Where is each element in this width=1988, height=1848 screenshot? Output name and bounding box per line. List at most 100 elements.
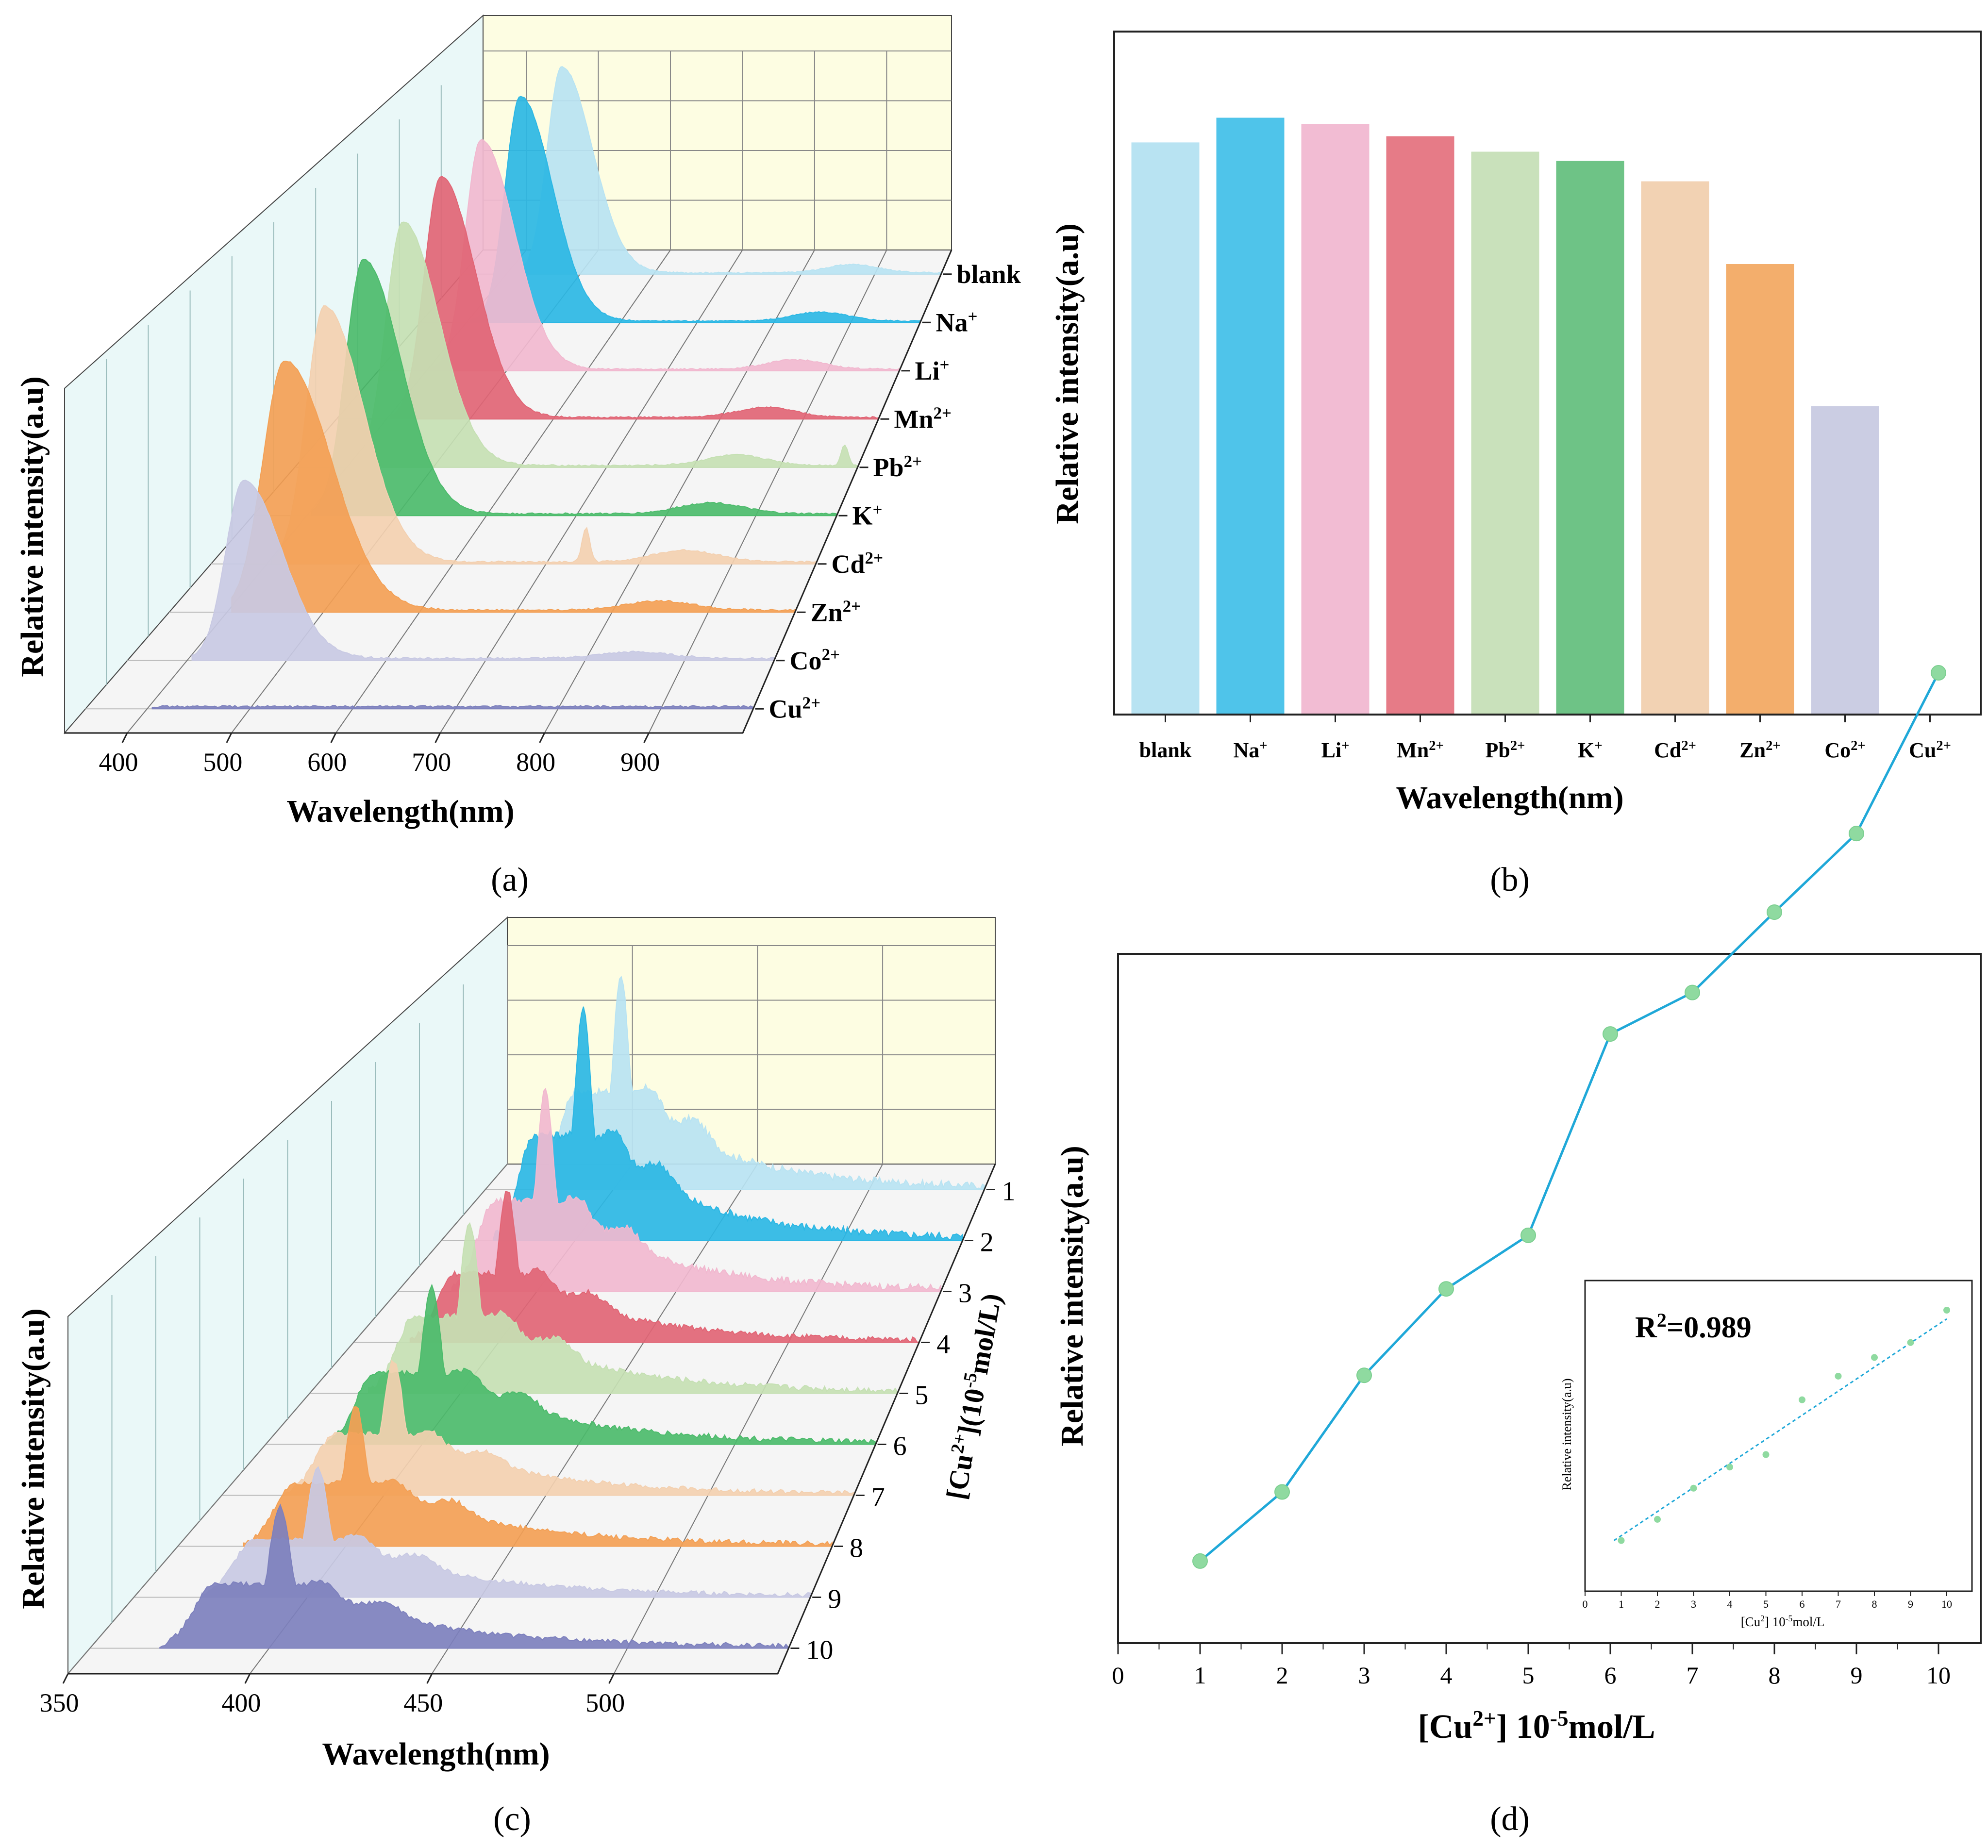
panel-a-depth-gridline bbox=[648, 250, 887, 733]
panel-a-label: (a) bbox=[491, 861, 529, 899]
panel-d-inset-x-tick-label: 10 bbox=[1941, 1598, 1952, 1610]
panel-d-marker bbox=[1274, 1484, 1290, 1500]
panel-c-x-tick bbox=[62, 1673, 69, 1684]
panel-d-marker bbox=[1767, 904, 1782, 920]
panel-b-category-label: Pb2+ bbox=[1486, 738, 1525, 763]
panel-c-series-label: 4 bbox=[936, 1330, 950, 1360]
panel-d-inset-marker bbox=[1835, 1372, 1842, 1380]
panel-d-x-ticks: 0 1 2 3 4 5 6 7 8 9 10 bbox=[1112, 1643, 1951, 1689]
panel-c-series-label: 10 bbox=[806, 1635, 833, 1665]
panel-d-inset-x-tick-label: 1 bbox=[1619, 1598, 1624, 1610]
panel-d-inset-marker bbox=[1871, 1354, 1878, 1361]
panel-c-series-5 bbox=[368, 1222, 898, 1394]
panel-b-bar bbox=[1471, 151, 1539, 714]
panel-d-inset-x-tick-label: 8 bbox=[1872, 1598, 1877, 1610]
panel-a-series-label: Li+ bbox=[915, 355, 950, 385]
panel-d-inset-x-tick-label: 6 bbox=[1800, 1598, 1805, 1610]
panel-b-label: (b) bbox=[1490, 861, 1530, 899]
panel-c-series-2 bbox=[493, 1006, 963, 1241]
panel-d-line bbox=[1199, 672, 1940, 1562]
panel-c-x-tick-label: 500 bbox=[585, 1688, 625, 1717]
panel-d-x-tick-label: 9 bbox=[1851, 1662, 1863, 1689]
panel-d-marker bbox=[1356, 1367, 1372, 1383]
panel-d-inset-x-tick-label: 5 bbox=[1763, 1598, 1769, 1610]
panel-c-series-label: 6 bbox=[893, 1432, 907, 1462]
panel-c-series-group bbox=[159, 976, 985, 1649]
panel-c-series-label: 5 bbox=[915, 1381, 928, 1411]
panel-a-axes: blank Na+ Li+ Mn2+ Pb2+ K+ Cd2+ Zn2+ Co2+ Cu2+ 400… bbox=[65, 250, 1021, 777]
panel-d-inset-x-tick-label: 0 bbox=[1583, 1598, 1588, 1610]
panel-d-label: (d) bbox=[1490, 1800, 1530, 1838]
panel-a-x-tick-label: 800 bbox=[516, 748, 555, 777]
panel-c-series-7 bbox=[284, 1359, 854, 1496]
panel-a-series-label: Pb2+ bbox=[873, 451, 922, 482]
panel-d-inset-marker bbox=[1907, 1339, 1914, 1346]
panel-d-x-tick-label: 1 bbox=[1194, 1662, 1206, 1689]
panel-a-x-tick bbox=[121, 733, 128, 743]
panel-a-depth-gridline bbox=[439, 250, 743, 733]
panel-d-inset-series bbox=[1613, 1307, 1950, 1544]
panel-b-category-label: K+ bbox=[1578, 738, 1603, 763]
panel-a-depth-gridline bbox=[335, 250, 671, 733]
panel-c-series-1 bbox=[535, 976, 985, 1190]
panel-d-inset-x-tick-label: 4 bbox=[1727, 1598, 1733, 1610]
panel-d-inset-x-tick-label: 2 bbox=[1655, 1598, 1660, 1610]
panel-d-inset-x-tick-label: 9 bbox=[1908, 1598, 1913, 1610]
panel-d-inset-x-tick-label: 7 bbox=[1836, 1598, 1841, 1610]
panel-a-series-label: K+ bbox=[852, 500, 883, 531]
panel-d-inset-marker bbox=[1618, 1537, 1625, 1544]
panel-d-x-tick-label: 4 bbox=[1440, 1662, 1453, 1689]
panel-d-inset-y-axis-title: Relative intensity(a.u) bbox=[1560, 1378, 1574, 1490]
panel-c-series-label: 3 bbox=[958, 1279, 972, 1309]
panel-a-x-tick bbox=[539, 733, 545, 743]
panel-c-series-9 bbox=[201, 1466, 811, 1598]
panel-b-bar bbox=[1131, 142, 1200, 714]
panel-b-category-label: Mn2+ bbox=[1397, 738, 1444, 763]
panel-b-category-labels: blank Na+ Li+ Mn2+ Pb2+ K+ Cd2+ Zn2+ Co2+ Cu2+ bbox=[1139, 714, 1951, 762]
panel-d-marker bbox=[1849, 826, 1864, 842]
panel-d-x-tick-label: 8 bbox=[1769, 1662, 1781, 1689]
panel-c-x-tick bbox=[244, 1673, 251, 1684]
panel-a-x-tick-label: 400 bbox=[99, 748, 138, 777]
panel-c-series-label: 1 bbox=[1002, 1177, 1016, 1207]
panel-b-category-label: Li+ bbox=[1321, 738, 1350, 763]
panel-d-x-tick-label: 6 bbox=[1604, 1662, 1617, 1689]
panel-b-category-label: Na+ bbox=[1233, 738, 1267, 763]
panel-d-x-tick-label: 2 bbox=[1276, 1662, 1288, 1689]
panel-d-marker bbox=[1438, 1281, 1454, 1297]
panel-a-x-tick-label: 900 bbox=[620, 748, 660, 777]
panel-c-y-axis-title: Relative intensity(a.u) bbox=[16, 1308, 51, 1609]
panel-d-inset-x-ticks: 0 1 2 3 4 5 6 7 8 9 10 bbox=[1583, 1591, 1952, 1610]
panel-a-series-label: Mn2+ bbox=[894, 403, 952, 434]
panel-a-x-tick-label: 500 bbox=[203, 748, 242, 777]
panel-c-x-tick bbox=[426, 1673, 433, 1684]
panel-a-series-label: blank bbox=[957, 260, 1021, 289]
panel-d-inset-marker bbox=[1762, 1451, 1770, 1458]
panel-c-x-tick-label: 350 bbox=[40, 1688, 79, 1717]
panel-a-depth-gridline bbox=[544, 250, 815, 733]
panel-b-category-label: Zn2+ bbox=[1739, 738, 1780, 763]
panel-b-bar bbox=[1811, 406, 1879, 714]
panel-d-marker bbox=[1603, 1026, 1618, 1042]
panel-a-x-tick-label: 700 bbox=[412, 748, 451, 777]
panel-a-series-co2 bbox=[191, 480, 775, 661]
panel-c-series-10 bbox=[159, 1503, 789, 1649]
panel-d-inset-marker bbox=[1654, 1515, 1661, 1523]
panel-d-chart: 0 1 2 3 4 5 6 7 8 9 10 [Cu2+] 10-5mol/L Relative i… bbox=[1054, 665, 1982, 1838]
panel-a-series-group bbox=[151, 66, 942, 710]
panel-c-series-label: 8 bbox=[850, 1533, 863, 1564]
panel-a-series-label: Zn2+ bbox=[811, 597, 861, 627]
panel-a-chart: blank Na+ Li+ Mn2+ Pb2+ K+ Cd2+ Zn2+ Co2+ Cu2+ 400… bbox=[15, 14, 1021, 899]
panel-d-inset-x-tick-label: 3 bbox=[1691, 1598, 1696, 1610]
panel-d-inset: 0 1 2 3 4 5 6 7 8 9 10 R2=0.989 Relative intensity… bbox=[1560, 1280, 1973, 1629]
panel-a-y-axis-title: Relative intensity(a.u) bbox=[15, 376, 50, 677]
panel-a-series-label: Na+ bbox=[936, 307, 978, 337]
panel-b-x-axis-title: Wavelength(nm) bbox=[1396, 780, 1623, 816]
panel-d-x-tick-label: 5 bbox=[1522, 1662, 1535, 1689]
panel-d-y-axis-title: Relative intensity(a.u) bbox=[1054, 1146, 1090, 1447]
panel-b-bar bbox=[1386, 136, 1454, 714]
panel-d-x-tick-label: 10 bbox=[1926, 1662, 1951, 1689]
